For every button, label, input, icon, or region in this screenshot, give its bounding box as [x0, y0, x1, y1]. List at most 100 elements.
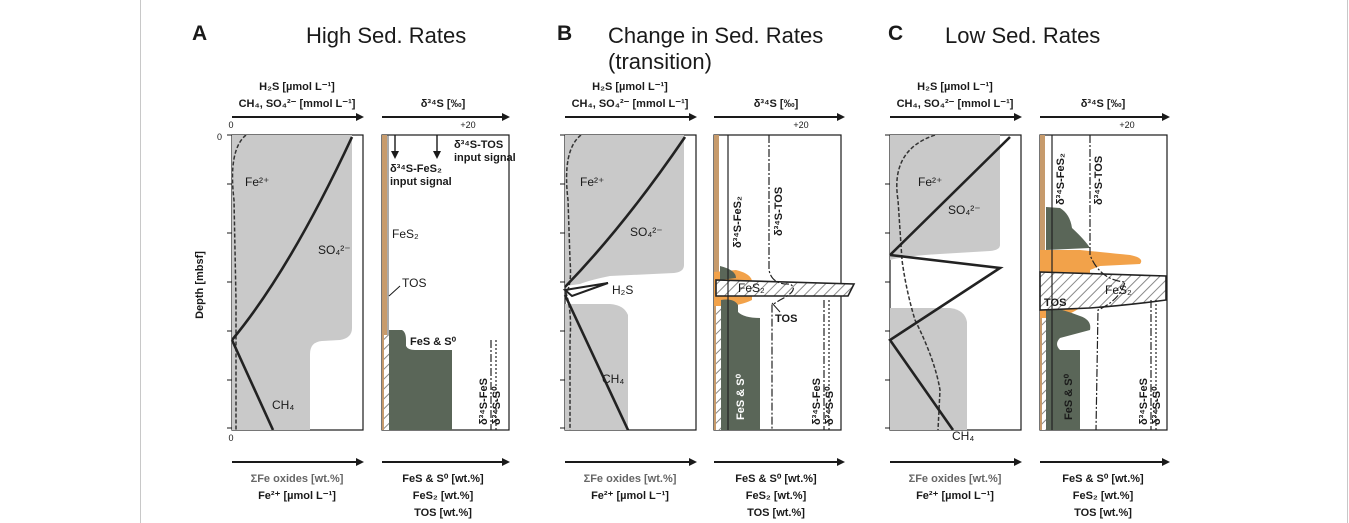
- panel-b-d34s-s0-label: δ³⁴S-S⁰: [824, 386, 836, 425]
- panel-b-fes-s0-area: [721, 299, 760, 430]
- panel-c-fe2-label: Fe²⁺: [918, 175, 942, 189]
- panel-b-fe2-label: Fe²⁺: [580, 175, 604, 189]
- panel-b-fe2-curve: [565, 134, 582, 430]
- panel-b-tick-twenty: +20: [793, 120, 808, 130]
- panel-c-fes2-label: FeS₂: [1105, 283, 1132, 297]
- panel-c-h2s-ch4-curve: [888, 253, 1004, 431]
- panel-a-d34s-s0-label: δ³⁴S-S⁰: [491, 386, 503, 425]
- panel-b-tos-label: TOS: [775, 313, 797, 325]
- panel-a-bottom-zero: 0: [228, 433, 233, 443]
- panel-c-h2s-axis-label: H₂S [µmol L⁻¹]: [917, 81, 993, 93]
- panel-a-h2s-axis-label: H₂S [µmol L⁻¹]: [259, 81, 335, 93]
- panel-c-fes-upper: [1046, 207, 1090, 250]
- panel-b-title-line2: (transition): [608, 49, 712, 74]
- panel-c: C Low Sed. Rates H₂S [µmol L⁻¹] CH₄, SO₄…: [885, 22, 1170, 519]
- panel-b-d34s-tos-label: δ³⁴S-TOS: [773, 187, 785, 236]
- panel-a: A High Sed. Rates H₂S [µmol L⁻¹] CH₄, SO…: [192, 22, 516, 519]
- panel-c-fes2-peak: [1039, 271, 1167, 311]
- panel-c-fes-s0-label: FeS & S⁰: [1063, 373, 1075, 420]
- panel-a-fes2-bar: [382, 135, 387, 430]
- panel-a-fe2-curve: [231, 134, 247, 430]
- panel-a-fes2-input-sub: input signal: [390, 176, 452, 188]
- panel-b-fes-s0-axis-label: FeS & S⁰ [wt.%]: [735, 473, 817, 485]
- panel-b-title-line1: Change in Sed. Rates: [608, 23, 823, 48]
- panel-b-h2s-label: H₂S: [612, 283, 633, 297]
- panel-c-d34s-fes-label: δ³⁴S-FeS: [1138, 378, 1150, 425]
- panel-c-d34s-axis-label: δ³⁴S [‰]: [1081, 98, 1126, 110]
- panel-b-fes2-label: FeS₂: [738, 281, 765, 295]
- panel-c-fes2-axis-label: FeS₂ [wt.%]: [1073, 490, 1134, 502]
- panel-c-d34s-tos-label: δ³⁴S-TOS: [1093, 156, 1105, 205]
- panel-b-d34s-tos-line: [768, 135, 794, 430]
- panel-b-tos-axis-label: TOS [wt.%]: [747, 507, 805, 519]
- panel-a-ch4-curve: [230, 339, 275, 431]
- panel-c-fes-s0-area: [1046, 306, 1091, 430]
- panel-b-fe-oxides-upper-area: [565, 135, 684, 286]
- panel-a-depth-zero: 0: [217, 132, 222, 142]
- panel-c-fe2-curve: [896, 134, 941, 431]
- panel-a-fes2-hatch: [384, 335, 389, 430]
- panel-c-fe-oxides-axis-label: ΣFe oxides [wt.%]: [909, 473, 1002, 485]
- panel-a-ch4-so4-axis-label: CH₄, SO₄²⁻ [mmol L⁻¹]: [239, 98, 356, 110]
- panel-a-fe-oxides-axis-label: ΣFe oxides [wt.%]: [251, 473, 344, 485]
- panel-a-ch4-label: CH₄: [272, 398, 294, 412]
- panel-a-letter: A: [192, 22, 207, 45]
- panel-b-fe-oxides-axis-label: ΣFe oxides [wt.%]: [584, 473, 677, 485]
- panel-a-fe2-label: Fe²⁺: [245, 175, 269, 189]
- panel-a-tos-leader: [388, 285, 401, 297]
- panel-c-so4-curve: [889, 136, 1011, 256]
- panel-b-depth-ticks: [560, 134, 565, 429]
- panel-b-h2s-curve: [562, 282, 609, 298]
- panel-b: B Change in Sed. Rates (transition) H₂S …: [557, 22, 856, 519]
- panel-b-ch4-curve: [563, 294, 630, 431]
- panel-c-title: Low Sed. Rates: [945, 23, 1100, 48]
- panel-b-d34s-fes2-label: δ³⁴S-FeS₂: [732, 196, 744, 248]
- panel-a-d34s-axis-label: δ³⁴S [‰]: [421, 98, 466, 110]
- panel-c-fe-oxides-lower-area: [890, 308, 967, 430]
- panel-c-tos-axis-label: TOS [wt.%]: [1074, 507, 1132, 519]
- panel-a-so4-label: SO₄²⁻: [318, 243, 351, 257]
- panel-b-d34s-fes-label: δ³⁴S-FeS: [811, 378, 823, 425]
- panel-a-depth-ticks: [227, 134, 232, 429]
- panel-a-fes-s0-axis-label: FeS & S⁰ [wt.%]: [402, 473, 484, 485]
- panel-b-fes2-hatch-col: [716, 305, 721, 430]
- panel-a-fes-s0-area: [389, 330, 452, 430]
- panel-b-so4-label: SO₄²⁻: [630, 225, 663, 239]
- panel-c-so4-label: SO₄²⁻: [948, 203, 981, 217]
- panel-a-top-zero: 0: [228, 120, 233, 130]
- panel-a-fe-oxides-area: [232, 135, 352, 430]
- panel-c-ch4-so4-axis-label: CH₄, SO₄²⁻ [mmol L⁻¹]: [897, 98, 1014, 110]
- panel-c-fe2-axis-label: Fe²⁺ [µmol L⁻¹]: [916, 490, 994, 502]
- panel-c-letter: C: [888, 22, 903, 45]
- panel-b-fes2-axis-label: FeS₂ [wt.%]: [746, 490, 807, 502]
- panel-a-so4-curve: [230, 136, 354, 341]
- panel-b-ch4-label: CH₄: [602, 372, 624, 386]
- panel-a-fes2-label: FeS₂: [392, 227, 419, 241]
- panel-b-tos-leader: [771, 302, 781, 313]
- panel-b-d34s-axis-label: δ³⁴S [‰]: [754, 98, 799, 110]
- depth-axis-label: Depth [mbsf]: [194, 251, 206, 319]
- panel-a-tos-label: TOS: [402, 276, 426, 290]
- panel-a-tos-input-sub: input signal: [454, 152, 516, 164]
- panel-b-h2s-axis-label: H₂S [µmol L⁻¹]: [592, 81, 668, 93]
- panel-b-fe2-axis-label: Fe²⁺ [µmol L⁻¹]: [591, 490, 669, 502]
- panel-a-fe2-axis-label: Fe²⁺ [µmol L⁻¹]: [258, 490, 336, 502]
- panel-b-letter: B: [557, 22, 572, 45]
- panel-b-so4-curve: [564, 136, 687, 288]
- panel-a-tos-axis-label: TOS [wt.%]: [414, 507, 472, 519]
- panel-a-tick-twenty: +20: [460, 120, 475, 130]
- panel-c-tick-twenty: +20: [1119, 120, 1134, 130]
- panel-c-fe-oxides-upper-area: [890, 135, 1000, 260]
- panel-c-depth-ticks: [885, 134, 890, 429]
- panel-a-fes-s0-label: FeS & S⁰: [410, 336, 457, 348]
- panel-a-fes2-axis-label: FeS₂ [wt.%]: [413, 490, 474, 502]
- panel-c-ch4-label: CH₄: [952, 429, 974, 443]
- panel-a-fes2-input-label: δ³⁴S-FeS₂: [390, 163, 442, 175]
- panel-a-d34s-fes-label: δ³⁴S-FeS: [478, 378, 490, 425]
- panel-b-fes-s0-label: FeS & S⁰: [735, 373, 747, 420]
- panel-c-fes-s0-axis-label: FeS & S⁰ [wt.%]: [1062, 473, 1144, 485]
- panel-c-d34s-fes2-label: δ³⁴S-FeS₂: [1055, 153, 1067, 205]
- panel-b-ch4-so4-axis-label: CH₄, SO₄²⁻ [mmol L⁻¹]: [572, 98, 689, 110]
- panel-a-title: High Sed. Rates: [306, 23, 466, 48]
